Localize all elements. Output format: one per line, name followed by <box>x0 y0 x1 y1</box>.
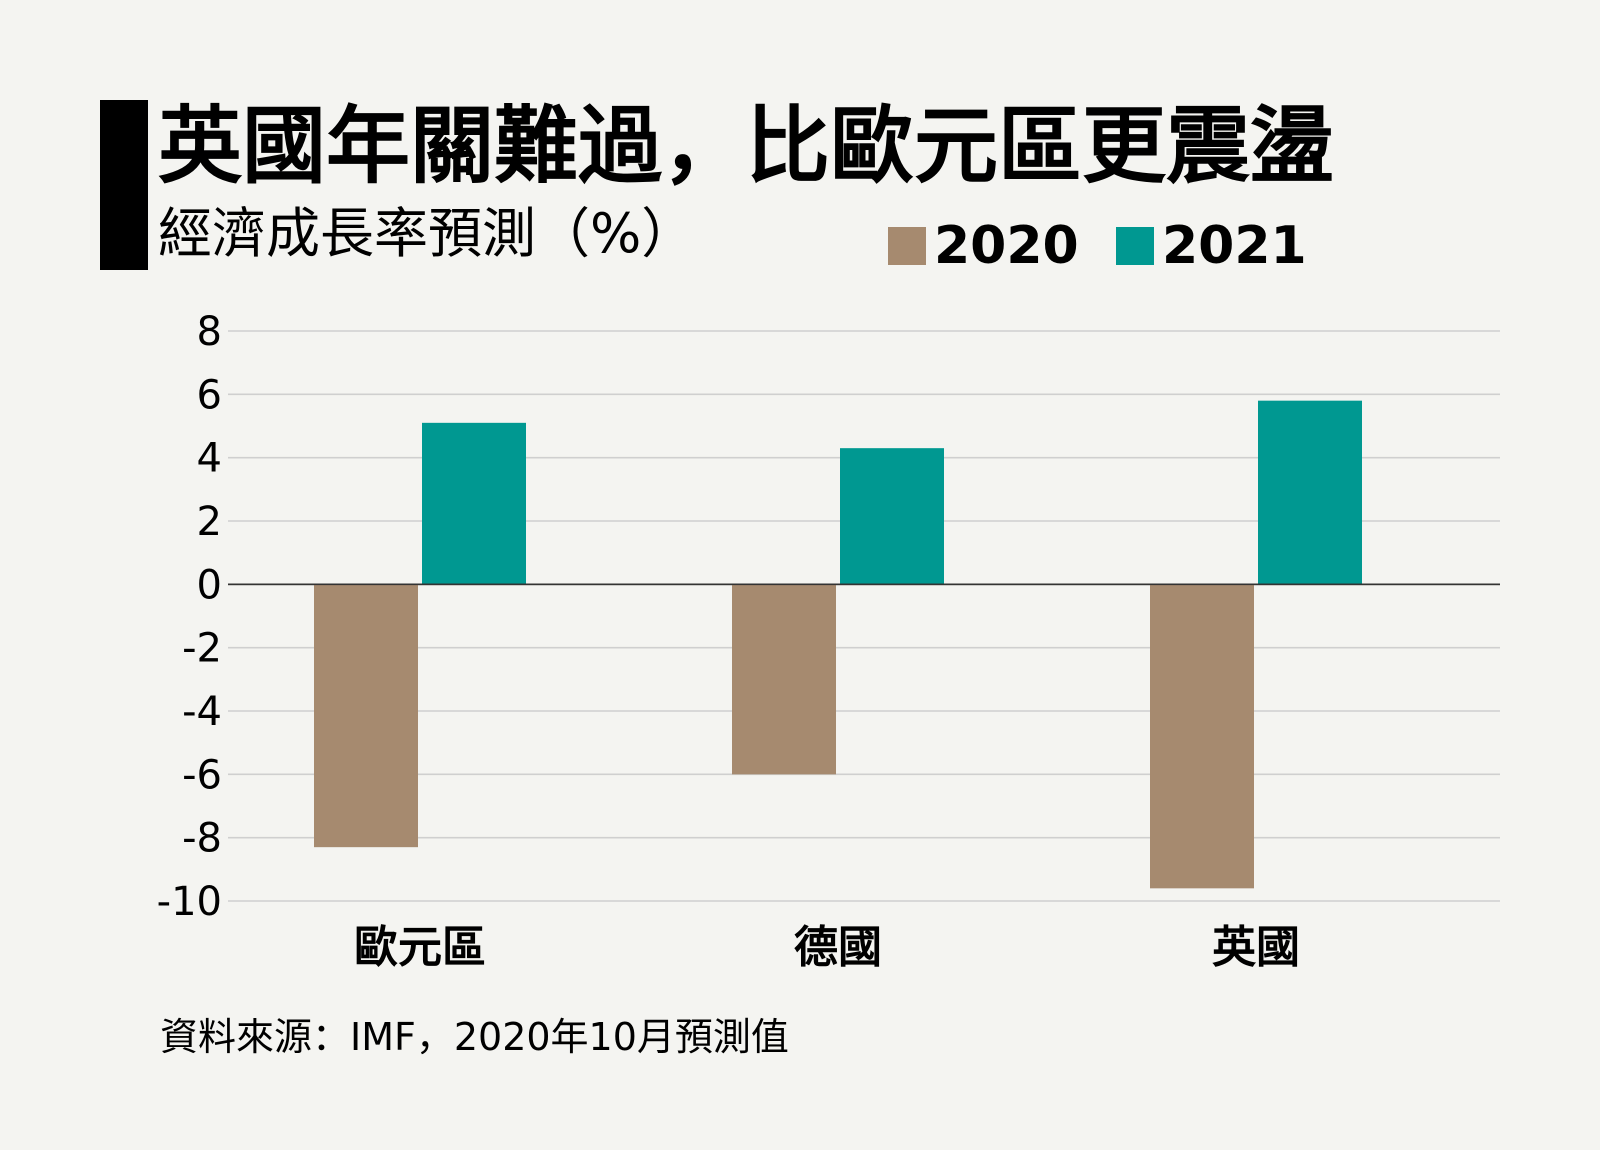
y-tick-label: 6 <box>197 372 222 418</box>
legend-item-2020: 2020 <box>888 216 1079 276</box>
bar-2021-1 <box>422 422 526 585</box>
legend-swatch-2020 <box>888 227 926 265</box>
source-note: 資料來源：IMF，2020年10月預測值 <box>160 1015 789 1059</box>
legend-label-2020: 2020 <box>934 216 1079 276</box>
category-label: 德國 <box>794 922 882 973</box>
legend-swatch-2021 <box>1116 227 1154 265</box>
category-label: 歐元區 <box>354 922 486 973</box>
y-tick-label: -2 <box>182 626 222 672</box>
chart-title: 英國年關難過，比歐元區更震盪 <box>158 97 1335 195</box>
title-accent-bar <box>100 100 148 270</box>
bar-2020-3 <box>1150 584 1254 889</box>
bar-2020-1 <box>314 584 418 848</box>
y-tick-label: -8 <box>182 816 222 862</box>
bar-2021-2 <box>840 448 944 585</box>
y-tick-label: 4 <box>197 436 222 482</box>
y-tick-label: -4 <box>182 689 222 735</box>
legend-item-2021: 2021 <box>1116 216 1307 276</box>
legend-label-2021: 2021 <box>1162 216 1307 276</box>
y-tick-label: -10 <box>157 879 222 925</box>
category-label: 英國 <box>1212 922 1300 973</box>
chart-subtitle: 經濟成長率預測（%） <box>158 202 696 265</box>
y-tick-label: -6 <box>182 752 222 798</box>
y-tick-label: 8 <box>197 309 222 355</box>
bar-2020-2 <box>732 584 836 775</box>
y-tick-label: 2 <box>197 499 222 545</box>
bar-2021-3 <box>1258 400 1362 585</box>
y-tick-label: 0 <box>197 562 222 608</box>
